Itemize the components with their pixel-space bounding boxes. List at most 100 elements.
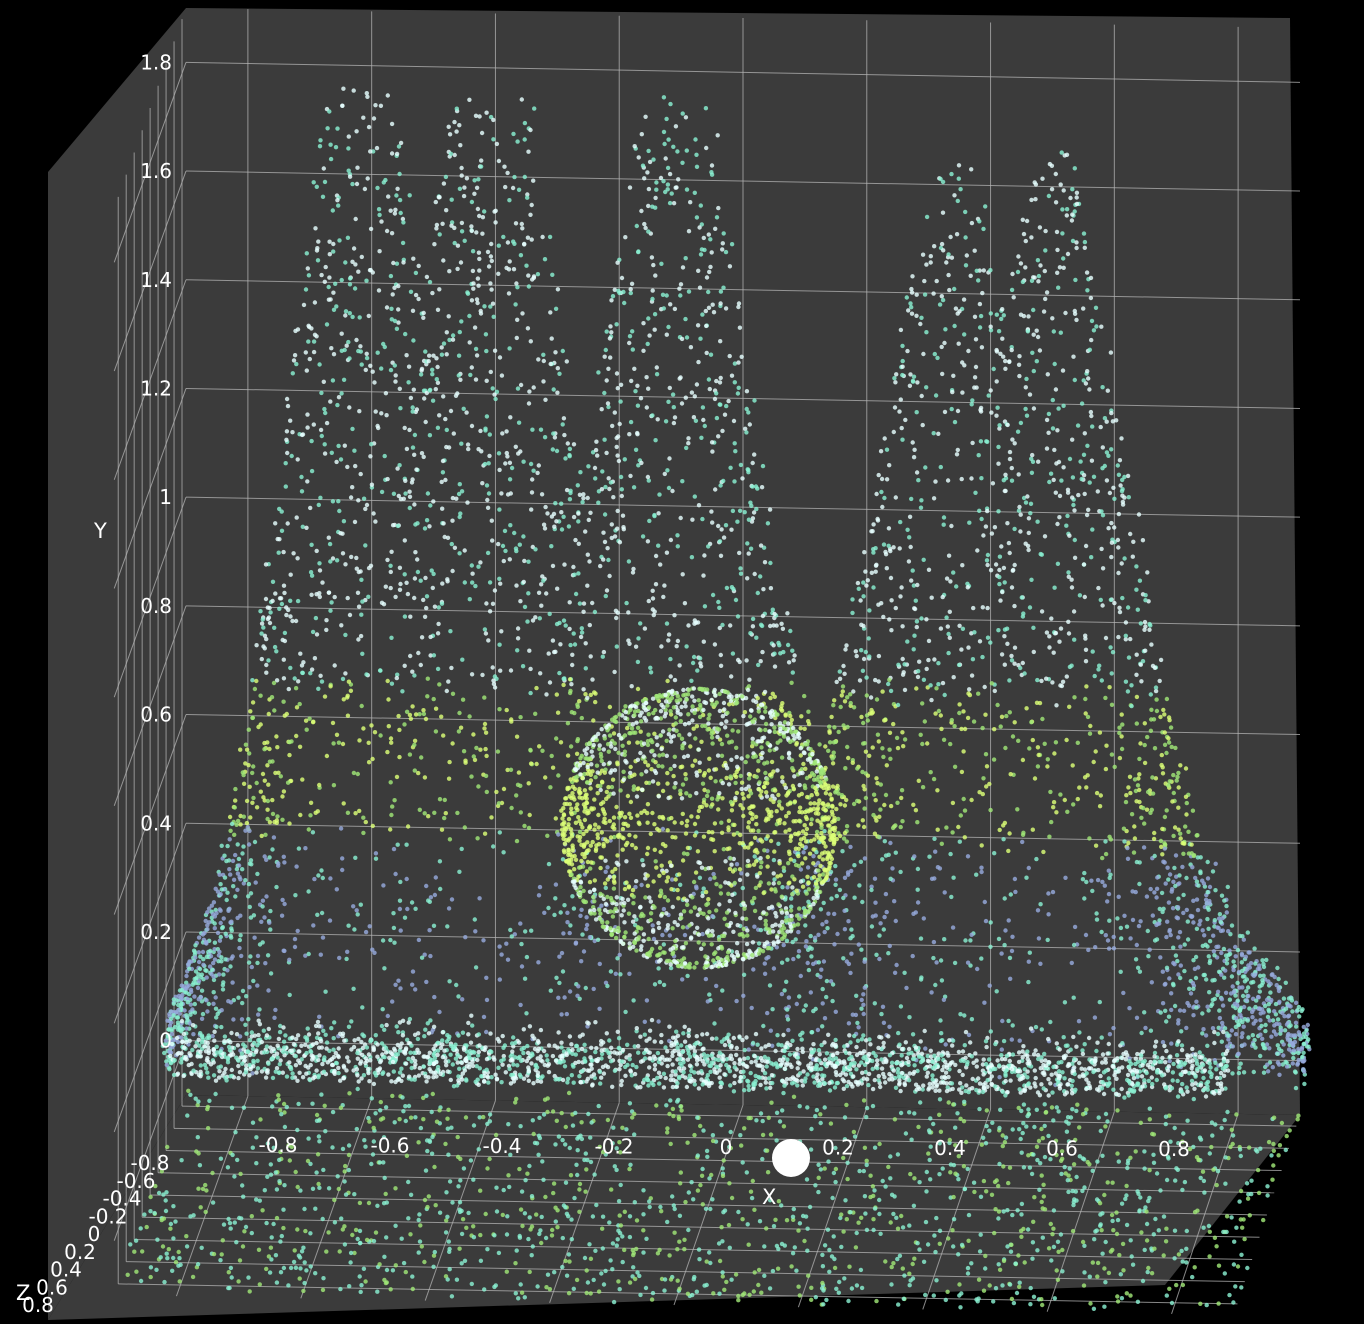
data-point — [429, 568, 434, 573]
data-point — [789, 717, 794, 723]
data-point — [562, 562, 567, 567]
data-point — [706, 232, 711, 237]
data-point — [482, 726, 487, 731]
data-point — [446, 679, 451, 684]
data-point — [1009, 948, 1015, 954]
data-point — [590, 600, 595, 606]
data-point — [1050, 889, 1056, 895]
data-point — [622, 300, 627, 306]
data-point — [969, 402, 974, 407]
data-point — [285, 403, 291, 409]
data-point — [985, 635, 991, 640]
data-point — [457, 482, 462, 487]
data-point — [373, 851, 379, 856]
data-point — [666, 632, 672, 637]
data-point — [717, 380, 723, 385]
data-point — [389, 121, 395, 127]
data-point — [718, 663, 724, 668]
data-point — [447, 979, 452, 984]
data-point — [1128, 531, 1133, 537]
data-point — [320, 875, 325, 881]
data-point — [934, 960, 939, 965]
data-point — [1135, 607, 1141, 612]
data-point — [239, 1017, 245, 1022]
data-point — [644, 375, 649, 380]
data-point — [975, 966, 980, 972]
data-point — [650, 288, 655, 293]
data-point — [633, 389, 638, 394]
data-point — [1158, 657, 1164, 663]
data-point — [568, 488, 573, 493]
data-point — [526, 781, 531, 786]
data-point — [404, 446, 410, 452]
data-point — [528, 690, 533, 696]
data-point — [1032, 776, 1038, 781]
data-point — [1035, 764, 1041, 769]
data-point — [272, 644, 278, 650]
data-point — [952, 286, 957, 292]
data-point — [281, 789, 287, 794]
data-point — [842, 671, 847, 676]
data-point — [236, 995, 241, 1000]
data-point — [359, 254, 364, 260]
data-point — [1035, 258, 1041, 263]
data-point — [470, 571, 475, 576]
data-point — [259, 833, 264, 839]
data-point — [1238, 1012, 1243, 1018]
data-point — [1270, 1018, 1276, 1023]
data-point — [308, 813, 313, 818]
data-point — [605, 865, 610, 870]
data-point — [312, 300, 318, 305]
data-point — [327, 541, 333, 547]
data-point — [557, 371, 562, 376]
data-point — [439, 352, 445, 357]
data-point — [1083, 659, 1089, 664]
data-point — [852, 1033, 857, 1039]
data-point — [1031, 368, 1037, 374]
data-point — [484, 753, 489, 759]
data-point — [518, 253, 524, 258]
data-point — [496, 243, 501, 248]
data-point — [567, 497, 573, 502]
data-point — [485, 505, 491, 510]
data-point — [1151, 836, 1157, 842]
data-point — [654, 187, 659, 192]
data-point — [948, 234, 953, 240]
data-point — [646, 478, 651, 483]
data-point — [830, 784, 836, 789]
data-point — [827, 1056, 832, 1061]
data-point — [871, 792, 877, 797]
data-point — [797, 818, 802, 823]
data-point — [951, 875, 956, 880]
data-point — [554, 519, 559, 524]
data-point — [999, 951, 1004, 956]
data-point — [274, 818, 279, 823]
data-point — [1139, 679, 1144, 684]
data-point — [1059, 478, 1064, 483]
data-point — [404, 876, 409, 882]
data-point — [278, 774, 283, 779]
data-point — [1090, 424, 1095, 429]
data-point — [559, 501, 564, 506]
data-point — [721, 231, 726, 236]
data-point — [982, 899, 987, 905]
data-point — [1109, 671, 1114, 676]
data-point — [815, 860, 821, 866]
data-point — [668, 101, 673, 107]
data-point — [855, 580, 861, 586]
data-point — [612, 669, 617, 675]
data-point — [1305, 1022, 1311, 1028]
data-point — [664, 621, 670, 626]
data-point — [861, 783, 866, 789]
data-point — [238, 933, 243, 938]
data-point — [1173, 883, 1178, 889]
data-point — [382, 1027, 387, 1033]
data-point — [974, 872, 979, 877]
data-point — [932, 836, 937, 841]
data-point — [385, 1013, 390, 1019]
data-point — [808, 933, 813, 939]
data-point — [550, 563, 556, 569]
data-point — [718, 301, 723, 306]
data-point — [474, 230, 479, 235]
